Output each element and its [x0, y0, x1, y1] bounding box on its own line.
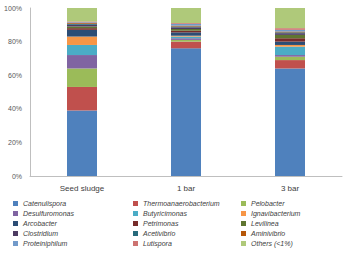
svg-text:Butyricimonas: Butyricimonas [143, 210, 187, 218]
svg-text:40%: 40% [8, 105, 22, 112]
svg-text:Desulfuromonas: Desulfuromonas [23, 210, 74, 217]
svg-text:Proteiniphilum: Proteiniphilum [23, 240, 68, 248]
svg-text:60%: 60% [8, 72, 22, 79]
svg-text:Pelobacter: Pelobacter [251, 200, 285, 207]
svg-text:Catenulispora: Catenulispora [23, 200, 66, 208]
svg-text:Petrimonas: Petrimonas [143, 220, 179, 227]
svg-text:1 bar: 1 bar [177, 184, 196, 193]
svg-text:Thermoanaerobacterium: Thermoanaerobacterium [143, 200, 220, 207]
svg-text:Aminivibrio: Aminivibrio [250, 230, 285, 237]
svg-text:3 bar: 3 bar [281, 184, 300, 193]
svg-text:80%: 80% [8, 38, 22, 45]
svg-text:Clostridium: Clostridium [23, 230, 58, 237]
svg-text:Levilinea: Levilinea [251, 220, 279, 227]
svg-text:Lutispora: Lutispora [143, 240, 172, 248]
svg-text:100%: 100% [4, 5, 22, 12]
svg-text:Seed sludge: Seed sludge [60, 184, 105, 193]
svg-text:Acetivibrio: Acetivibrio [142, 230, 175, 237]
svg-text:Ignavibacterium: Ignavibacterium [251, 210, 301, 218]
svg-text:Arcobacter: Arcobacter [22, 220, 58, 227]
svg-text:20%: 20% [8, 139, 22, 146]
svg-text:0%: 0% [12, 173, 22, 180]
svg-text:Others (<1%): Others (<1%) [251, 240, 293, 248]
